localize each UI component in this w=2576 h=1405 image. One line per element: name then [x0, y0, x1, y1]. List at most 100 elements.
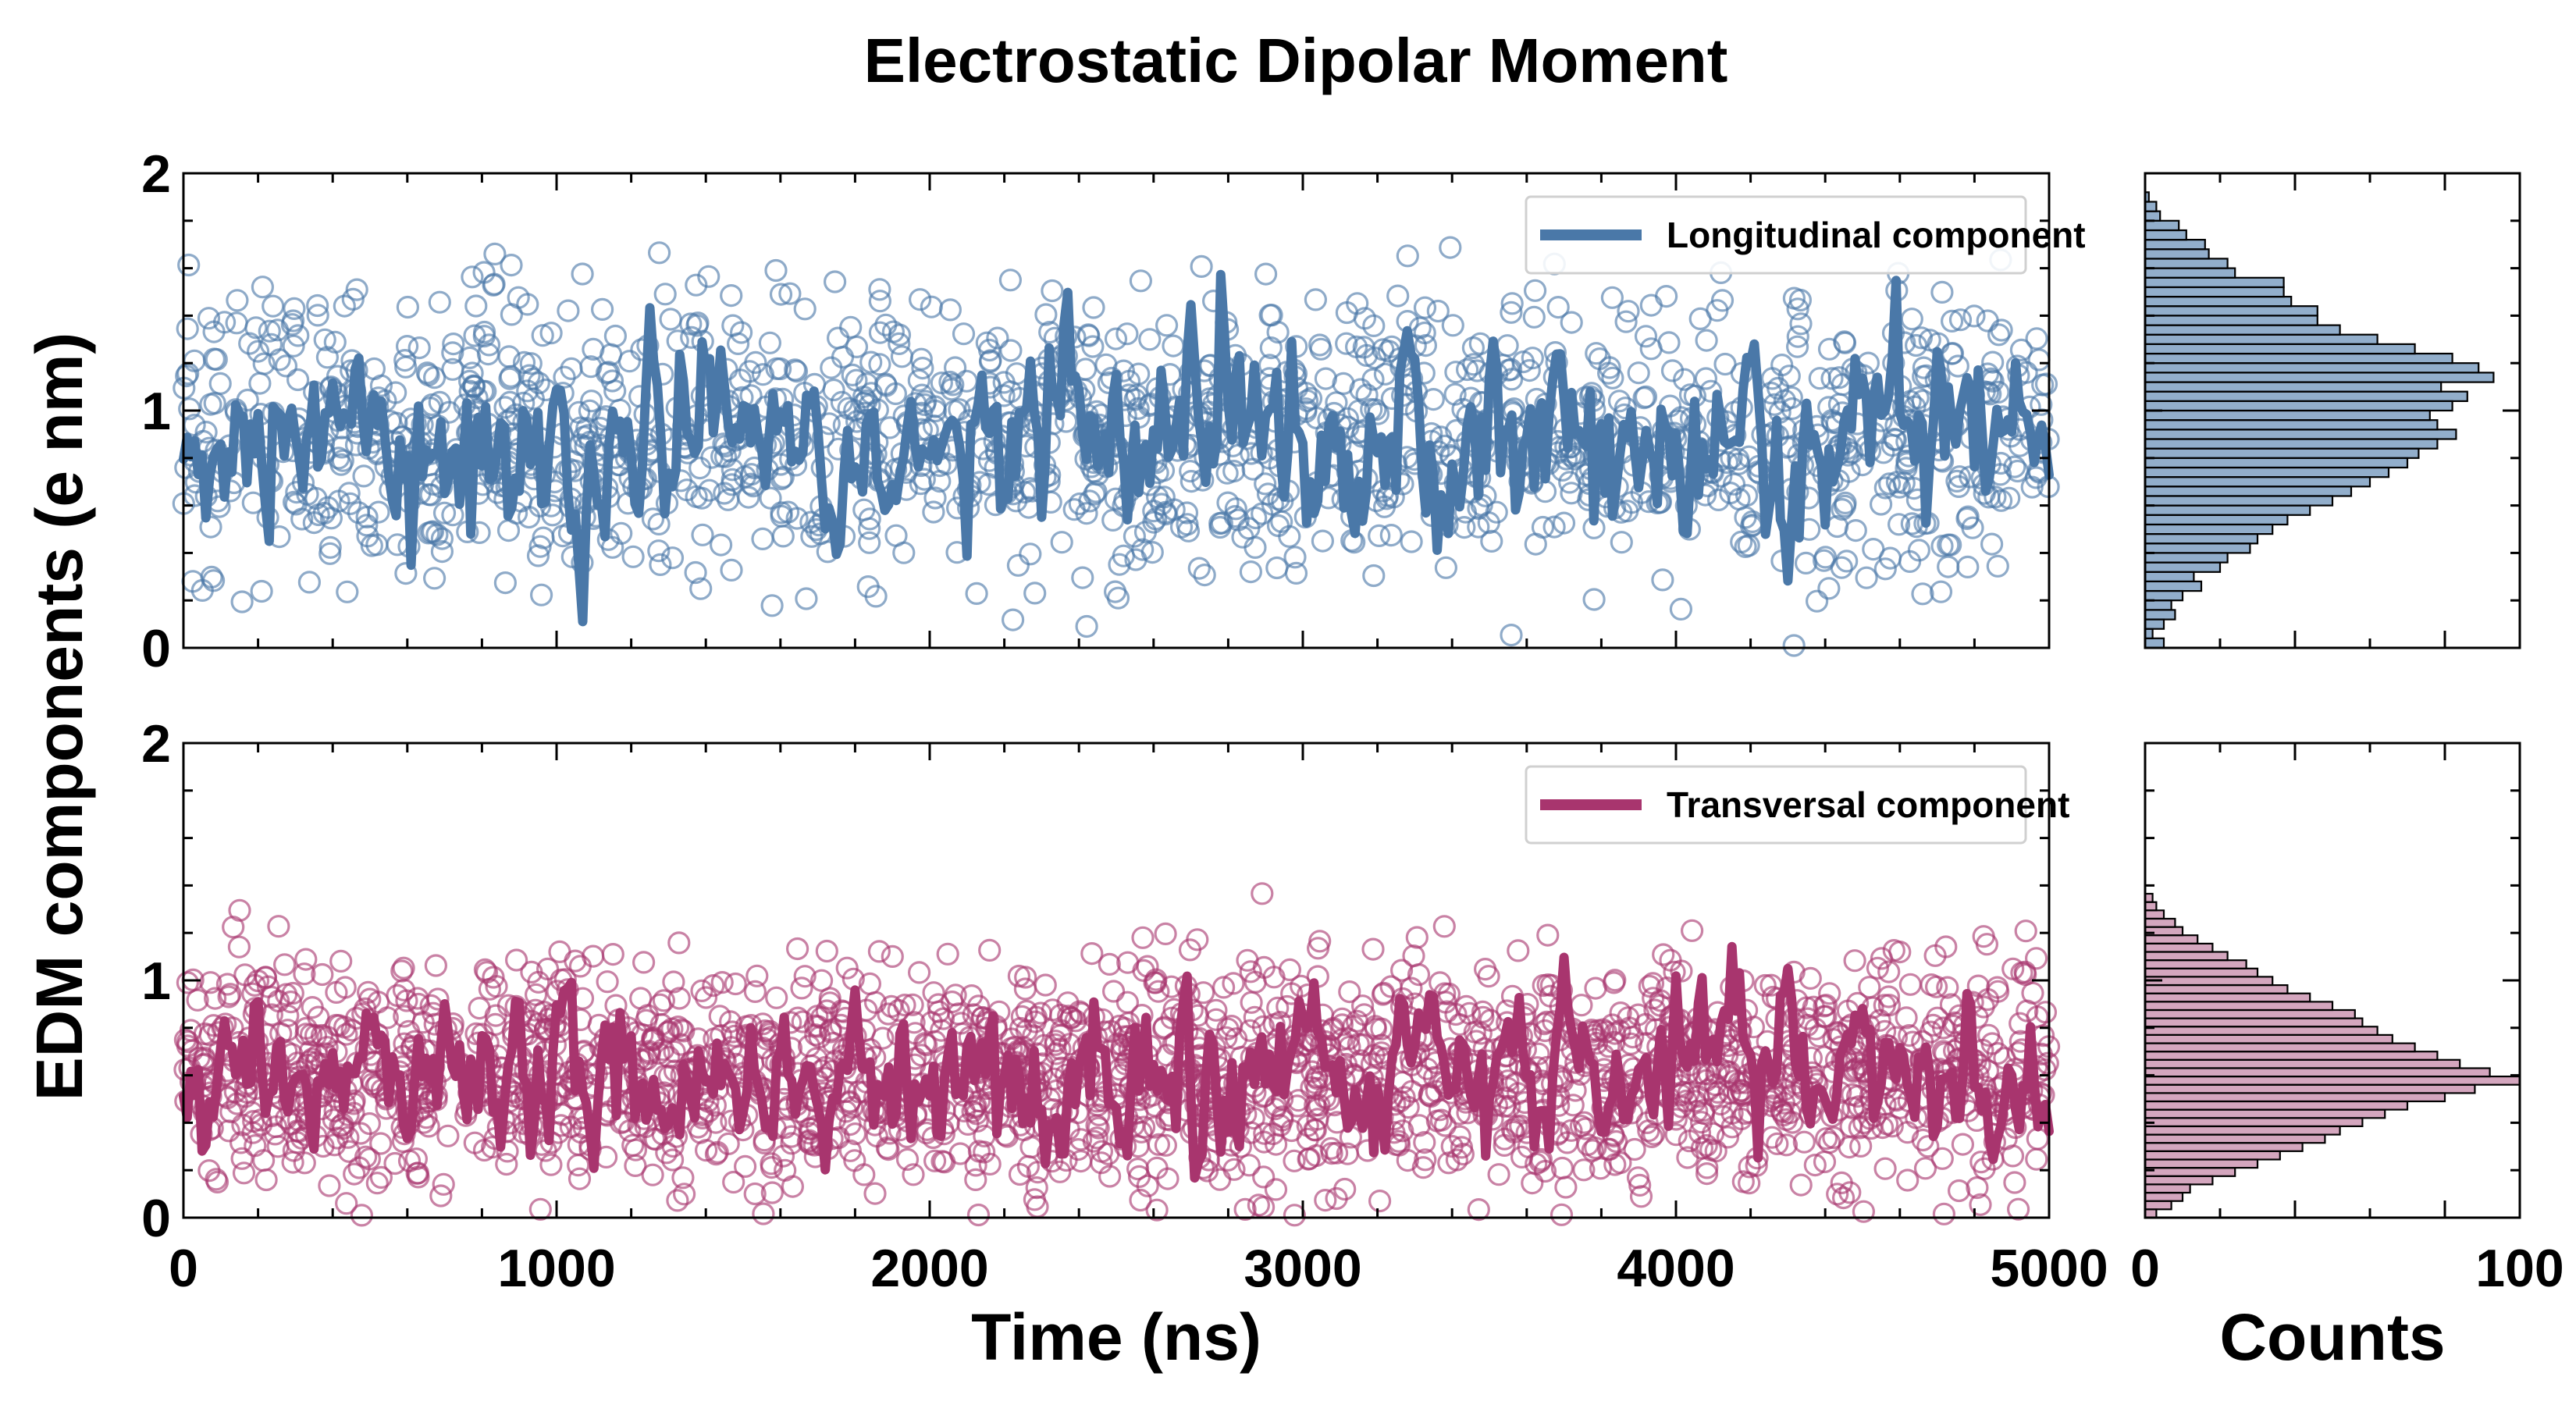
- scatter-point: [1552, 511, 1576, 535]
- scatter-point: [1208, 511, 1232, 535]
- scatter-point: [653, 283, 677, 306]
- scatter-point: [1664, 1123, 1688, 1147]
- scatter-point: [2033, 1001, 2058, 1024]
- running-average-line: [179, 941, 2054, 1183]
- scatter-point: [1521, 1171, 1544, 1195]
- scatter-point: [822, 378, 845, 402]
- scatter-point: [356, 525, 379, 548]
- histogram-bar: [2144, 201, 2158, 212]
- scatter-point: [688, 1121, 713, 1144]
- scatter-point: [1496, 334, 1519, 357]
- scatter-point: [1695, 329, 1718, 352]
- histogram-bar: [2144, 1001, 2334, 1012]
- scatter-point: [1034, 303, 1058, 326]
- scatter-point: [1870, 493, 1893, 516]
- histogram-bar: [2144, 934, 2199, 944]
- scatter-point: [1948, 308, 1973, 332]
- scatter-point: [529, 583, 553, 606]
- scatter-point: [1007, 964, 1031, 988]
- scatter-point: [463, 375, 486, 398]
- scatter-point: [222, 916, 245, 939]
- scatter-point: [1930, 280, 1954, 304]
- scatter-point: [902, 1163, 925, 1186]
- scatter-point: [1706, 488, 1731, 512]
- scatter-point: [282, 334, 305, 357]
- histogram-bars: [2144, 191, 2495, 649]
- scatter-point: [1494, 1086, 1517, 1110]
- scatter-point: [601, 942, 624, 966]
- scatter-point: [1162, 334, 1185, 357]
- scatter-point: [571, 262, 594, 286]
- scatter-point: [1574, 1117, 1597, 1140]
- scatter-point: [1098, 1165, 1122, 1188]
- scatter-point: [1911, 582, 1934, 606]
- scatter-point: [1602, 971, 1626, 994]
- scatter-point: [1081, 335, 1105, 358]
- scatter-point: [1125, 383, 1149, 407]
- histogram-bar: [2144, 390, 2468, 403]
- scatter-point: [306, 293, 329, 318]
- scatter-point: [432, 501, 457, 525]
- scatter-point: [1414, 1148, 1437, 1172]
- scatter-point: [808, 1026, 831, 1049]
- scatter-point: [1500, 292, 1524, 315]
- scatter-point: [1948, 465, 1971, 489]
- scatter-point: [751, 363, 775, 386]
- scatter-point: [493, 396, 517, 419]
- scatter-point: [365, 1172, 389, 1195]
- scatter-point: [751, 527, 774, 551]
- histogram-bar: [2144, 609, 2176, 621]
- scatter-point: [1898, 973, 1922, 996]
- scatter-point: [1987, 323, 2011, 347]
- scatter-point: [1284, 561, 1308, 585]
- scatter-point: [286, 368, 310, 392]
- scatter-point: [1266, 514, 1290, 538]
- scatter-point: [938, 370, 962, 394]
- scatter-point: [1108, 553, 1131, 576]
- histogram-bar: [2144, 909, 2165, 920]
- scatter-point: [1062, 498, 1086, 521]
- scatter-point: [483, 242, 507, 265]
- scatter-point: [744, 350, 767, 374]
- scatter-point: [1379, 523, 1403, 547]
- scatter-point: [1133, 521, 1158, 544]
- histogram-bar: [2144, 315, 2318, 326]
- scatter-point: [874, 313, 898, 336]
- scatter-point: [1361, 937, 1385, 961]
- scatter-point: [863, 991, 888, 1014]
- scatter-point: [1000, 1027, 1023, 1051]
- scatter-point: [354, 1145, 378, 1168]
- histogram-bar: [2144, 589, 2184, 602]
- histogram-bar: [2144, 333, 2379, 346]
- scatter-point: [1267, 487, 1290, 511]
- scatter-point: [667, 931, 691, 955]
- scatter-point: [1937, 555, 1960, 578]
- scatter-point: [1224, 497, 1247, 521]
- scatter-point: [1772, 1103, 1795, 1127]
- scatter-point: [590, 297, 614, 321]
- scatter-point: [1627, 361, 1650, 385]
- scatter-point: [1407, 1114, 1431, 1137]
- scatter-point: [197, 307, 221, 330]
- scatter-point: [752, 1202, 775, 1225]
- scatter-point: [332, 1117, 355, 1140]
- x-tick-label: 4000: [1617, 1239, 1735, 1298]
- histogram-bar: [2144, 1175, 2214, 1186]
- scatter-point: [367, 500, 390, 524]
- histogram-bar: [2144, 504, 2311, 516]
- scatter-point: [1407, 962, 1431, 987]
- y-tick-label: 1: [141, 382, 171, 441]
- scatter-point: [1271, 1105, 1294, 1129]
- scatter-point: [208, 372, 232, 395]
- scatter-point: [318, 542, 342, 565]
- scatter-point: [484, 1004, 507, 1027]
- scatter-point: [213, 311, 237, 334]
- scatter-point: [1013, 977, 1037, 1001]
- scatter-point: [1833, 494, 1856, 518]
- scatter-point: [1961, 516, 1984, 539]
- scatter-point: [971, 437, 994, 461]
- scatter-point: [760, 594, 784, 617]
- histogram-bar: [2144, 1117, 2364, 1128]
- scatter-point: [1265, 556, 1289, 580]
- histogram-bar: [2144, 1083, 2476, 1094]
